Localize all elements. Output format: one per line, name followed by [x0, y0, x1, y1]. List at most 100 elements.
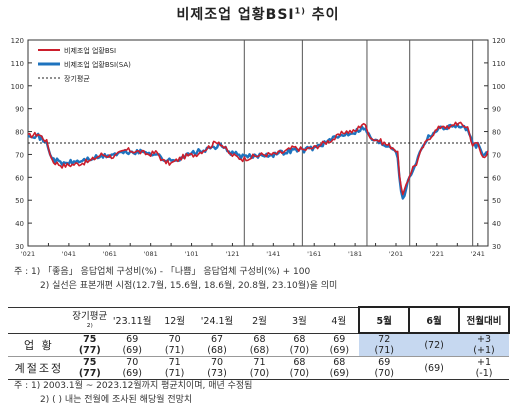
x-tick-label: '241	[471, 250, 485, 258]
table-cell: 70 (71)	[155, 333, 195, 357]
cell-value: 72	[378, 334, 391, 345]
cell-forecast: (69)	[122, 344, 142, 356]
header-cell: 5월	[358, 306, 411, 334]
cell-forecast: (71)	[164, 368, 185, 379]
cell-forecast: (70)	[289, 368, 310, 379]
x-tick-label: '141	[266, 250, 280, 258]
legend-label: 장기평균	[64, 74, 90, 83]
legend-label: 비제조업 업황BSI(SA)	[64, 60, 131, 69]
table-cell: (69)	[409, 356, 460, 380]
table-cell: 68 (70)	[279, 356, 320, 380]
cell-value: 68	[293, 357, 306, 368]
y-tick-label: 110	[11, 60, 24, 68]
cell-value: 70	[168, 333, 181, 345]
y-tick-label: 90	[15, 106, 24, 114]
y-tick-label: 60	[15, 174, 24, 182]
legend-label: 비제조업 업황BSI	[64, 46, 116, 55]
row-label: 업 황	[24, 338, 54, 352]
table-cell: 71 (70)	[239, 356, 280, 380]
header-cell: 전월대비	[458, 306, 510, 334]
x-tick-label: '041	[62, 250, 76, 258]
y-tick-label: 40	[15, 220, 24, 228]
footnote-2: 2) ( ) 내는 전월에 조사된 해당월 전망치	[40, 395, 193, 405]
cell-forecast: (73)	[207, 368, 227, 379]
header-cell: '23.11월	[109, 306, 155, 334]
cell-forecast: (69)	[122, 368, 142, 379]
x-tick-label: '121	[225, 250, 239, 258]
table-cell: +1 (-1)	[459, 356, 509, 380]
table-cell: 69 (69)	[319, 333, 359, 357]
cell-forecast: (70)	[249, 368, 270, 379]
cell-forecast: (70)	[374, 368, 394, 379]
table-cell: 68 (69)	[319, 356, 360, 380]
header-cell: 4월	[319, 306, 360, 334]
bsi-table: 장기평균²⁾ '23.11월 12월 '24.1월 2월 3월 4월 5월 6월…	[8, 306, 510, 380]
table-cell: 70 (73)	[194, 356, 240, 380]
y-tick-label: 30	[15, 243, 24, 251]
cell-forecast: (69)	[329, 344, 350, 356]
table-cell: 67 (68)	[195, 333, 240, 357]
y-tick-label: 120	[11, 37, 24, 45]
cell-value: 70	[211, 357, 224, 368]
note-1: 주 : 1) 「좋음」 응답업체 구성비(%) - 「나쁨」 응답업체 구성비(…	[14, 267, 311, 277]
y-tick-label: 50	[492, 197, 501, 205]
x-tick-label: '061	[103, 250, 117, 258]
cell-value: 69	[378, 357, 391, 368]
header-cell: 6월	[408, 306, 461, 334]
cell-forecast: (77)	[78, 344, 101, 356]
cell-value: 69	[333, 333, 346, 345]
cell-forecast: (68)	[207, 344, 227, 356]
cell-forecast: (69)	[424, 362, 444, 374]
cell-value: 71	[168, 357, 181, 368]
footnote-1: 주 : 1) 2003.1월 ~ 2023.12월까지 평균치이며, 매년 수정…	[14, 381, 253, 391]
header-cell: 장기평균²⁾	[69, 306, 110, 334]
x-tick-label: '021	[21, 250, 35, 258]
cell-forecast: (68)	[249, 344, 270, 356]
y-tick-label: 70	[492, 151, 501, 159]
series-line-1	[27, 123, 489, 200]
table-row: 계절조정 75 (77) 70 (69) 71 (71) 70 (73) 71 (70) 68 (70)…	[8, 356, 509, 380]
y-tick-label: 30	[492, 243, 501, 251]
cell-value: 70	[126, 357, 139, 368]
header-blank	[8, 306, 70, 334]
y-tick-label: 80	[15, 129, 24, 137]
cell-forecast: (69)	[329, 368, 350, 379]
cell-value: 68	[293, 333, 306, 345]
cell-forecast: (72)	[424, 339, 444, 351]
cell-value: 68	[253, 333, 266, 345]
table-cell: (72)	[409, 333, 460, 357]
y-tick-label: 50	[15, 197, 24, 205]
header-cell: 12월	[154, 306, 195, 334]
table-cell: +3 (+1)	[459, 333, 509, 357]
table-cell: 69 (70)	[359, 356, 410, 380]
row-label: 계절조정	[8, 356, 70, 380]
cell-value: 68	[333, 357, 346, 368]
cell-value: 67	[211, 333, 224, 345]
cell-value: 75	[83, 357, 97, 368]
y-tick-label: 100	[11, 83, 24, 91]
cell-value: 75	[83, 333, 97, 345]
y-tick-label: 70	[15, 151, 24, 159]
table-cell: 70 (69)	[109, 356, 155, 380]
table-cell: 72 (71)	[359, 333, 410, 357]
cell-forecast: (+1)	[473, 345, 495, 356]
cell-value: +3	[477, 334, 492, 345]
cell-forecast: (70)	[289, 344, 310, 356]
y-tick-label: 100	[492, 83, 505, 91]
header-cell: '24.1월	[194, 306, 240, 334]
y-tick-label: 60	[492, 174, 501, 182]
y-tick-label: 120	[492, 37, 505, 45]
header-cell: 2월	[239, 306, 280, 334]
x-tick-label: '201	[389, 250, 403, 258]
table-cell: 68 (70)	[279, 333, 319, 357]
line-chart: 30 30 40 40 50 50 60 60 70 70 80 80 90 90 100 100 110 110…	[11, 37, 506, 258]
x-tick-label: '221	[430, 250, 444, 258]
x-tick-label: '181	[348, 250, 362, 258]
note-2: 2) 실선은 표본개편 시점(12.7월, 15.6월, 18.6월, 20.8…	[40, 281, 338, 291]
chart-title: 비제조업 업황BSI1) 추이	[176, 6, 340, 23]
x-tick-label: '101	[184, 250, 198, 258]
table-cell: 75 (77)	[70, 333, 110, 357]
table-row: 업 황 75 (77) 69 (69) 70 (71) 67 (68) 68 (68) 68 (70) 6…	[8, 333, 509, 357]
x-tick-label: '161	[307, 250, 321, 258]
cell-value: 71	[253, 357, 266, 368]
